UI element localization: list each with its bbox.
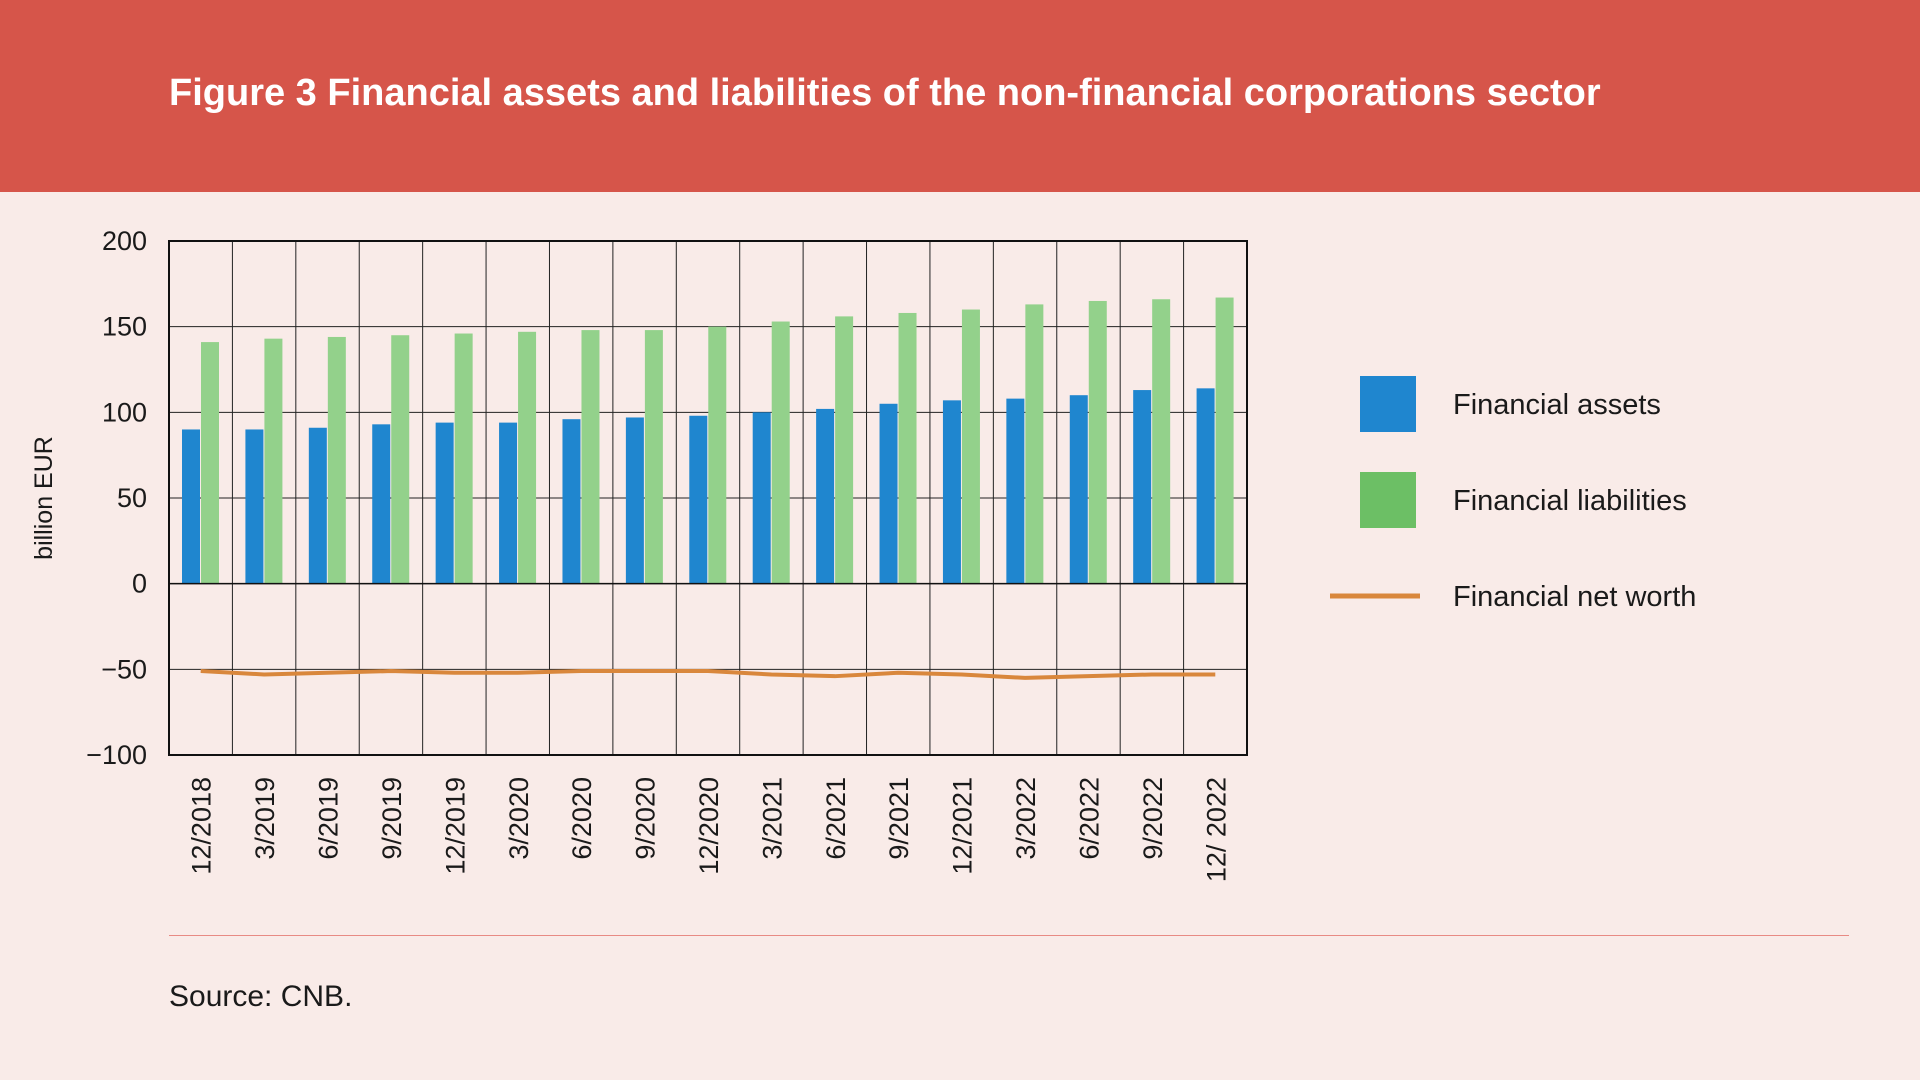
bar-financial-assets	[1196, 388, 1215, 584]
y-tick-label: −50	[101, 654, 147, 684]
bar-financial-assets	[1069, 395, 1088, 584]
source-note: Source: CNB.	[169, 980, 353, 1013]
x-tick-label: 6/2020	[567, 777, 597, 860]
bar-financial-assets	[752, 412, 771, 584]
x-tick-label: 12/2021	[948, 777, 978, 875]
bar-financial-assets	[435, 422, 454, 584]
bar-financial-assets	[1133, 390, 1152, 584]
bar-financial-liabilities	[1025, 304, 1044, 584]
y-tick-label: 150	[102, 312, 147, 342]
bar-financial-liabilities	[581, 330, 600, 584]
x-tick-label: 3/2021	[757, 777, 787, 860]
bar-financial-assets	[245, 429, 264, 584]
bar-financial-liabilities	[835, 316, 854, 584]
y-tick-label: −100	[86, 740, 147, 770]
bar-financial-assets	[372, 424, 391, 584]
bar-financial-liabilities	[1152, 299, 1171, 584]
bar-financial-assets	[816, 408, 835, 584]
figure-title: Figure 3 Financial assets and liabilitie…	[169, 72, 1601, 114]
x-tick-label: 9/2019	[377, 777, 407, 860]
bar-financial-liabilities	[201, 342, 219, 584]
x-tick-label: 12/ 2022	[1201, 777, 1231, 882]
x-tick-label: 3/2022	[1011, 777, 1041, 860]
bar-financial-liabilities	[771, 321, 790, 584]
bar-financial-liabilities	[264, 338, 283, 584]
bar-financial-liabilities	[454, 333, 473, 584]
legend: Financial assets Financial liabilities Fin…	[1330, 376, 1696, 613]
bar-financial-liabilities	[644, 330, 663, 584]
bar-financial-liabilities	[961, 309, 980, 584]
bar-financial-liabilities	[518, 331, 537, 584]
bar-financial-liabilities	[327, 336, 346, 584]
y-tick-label: 0	[132, 569, 147, 599]
y-tick-label: 50	[117, 483, 147, 513]
x-tick-label: 9/2022	[1138, 777, 1168, 860]
legend-swatch-financial-assets	[1360, 376, 1416, 432]
bar-financial-assets	[942, 400, 961, 584]
x-tick-label: 9/2020	[631, 777, 661, 860]
y-tick-label: 100	[102, 397, 147, 427]
y-axis: 200 150 100 50 0 −50 −100	[86, 226, 147, 770]
line-financial-net-worth	[200, 669, 1216, 680]
chart-line	[200, 669, 1216, 680]
legend-label: Financial net worth	[1453, 581, 1696, 613]
bar-financial-assets	[308, 427, 327, 584]
bar-financial-assets	[689, 415, 708, 584]
figure-header: Figure 3 Financial assets and liabilitie…	[0, 0, 1920, 192]
x-tick-label: 6/2019	[314, 777, 344, 860]
x-axis: 12/2018 3/2019 6/2019 9/2019 12/2019 3/2020 6/…	[187, 777, 1232, 882]
footer-divider	[169, 935, 1849, 936]
x-tick-label: 12/2020	[694, 777, 724, 875]
bar-financial-liabilities	[1088, 300, 1107, 584]
x-tick-label: 3/2019	[250, 777, 280, 860]
x-tick-label: 6/2021	[821, 777, 851, 860]
bar-financial-liabilities	[708, 326, 727, 584]
x-tick-label: 3/2020	[504, 777, 534, 860]
bar-financial-liabilities	[898, 312, 917, 584]
y-tick-label: 200	[102, 226, 147, 256]
legend-label: Financial liabilities	[1453, 485, 1687, 517]
bar-financial-liabilities	[1215, 297, 1234, 584]
bar-financial-assets	[1006, 398, 1025, 584]
bar-financial-assets	[879, 403, 898, 584]
chart: 200 150 100 50 0 −50 −100 12/2018 3/2019 6/2019 9…	[30, 226, 1696, 882]
y-axis-title: billion EUR	[30, 436, 58, 560]
plot-frame	[168, 240, 1248, 756]
x-tick-label: 6/2022	[1074, 777, 1104, 860]
x-tick-label: 12/2018	[187, 777, 217, 875]
legend-swatch-financial-liabilities	[1360, 472, 1416, 528]
bar-financial-assets	[625, 417, 644, 584]
bar-financial-assets	[499, 422, 518, 584]
bar-financial-liabilities	[391, 335, 410, 584]
chart-bars	[182, 297, 1234, 584]
x-tick-label: 12/2019	[440, 777, 470, 875]
bar-financial-assets	[182, 429, 200, 584]
chart-frame	[168, 240, 1248, 756]
bar-financial-assets	[562, 419, 581, 584]
x-tick-label: 9/2021	[884, 777, 914, 860]
legend-label: Financial assets	[1453, 389, 1661, 421]
